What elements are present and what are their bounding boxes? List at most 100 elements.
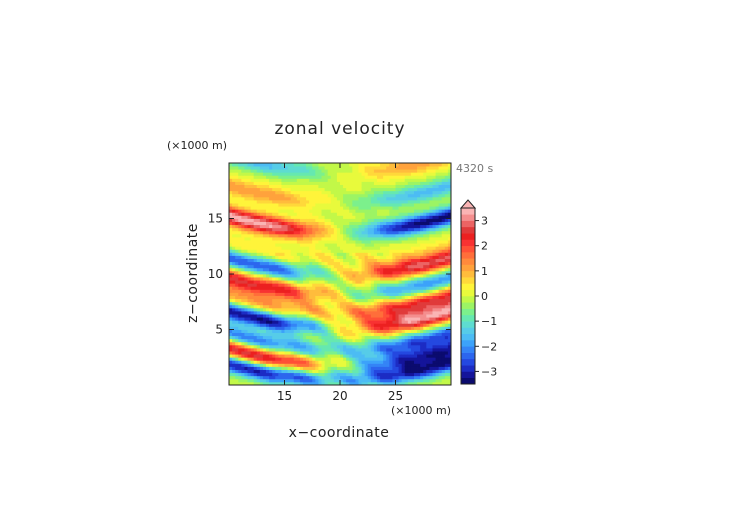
field-cell xyxy=(259,375,264,380)
field-cell xyxy=(410,227,415,232)
field-cell xyxy=(358,341,362,346)
field-cell xyxy=(262,270,267,275)
field-cell xyxy=(420,289,424,293)
field-cell xyxy=(262,292,267,296)
field-cell xyxy=(377,203,381,207)
field-cell xyxy=(389,206,393,210)
field-cell xyxy=(383,344,387,349)
field-cell xyxy=(266,230,270,235)
field-cell xyxy=(250,348,255,352)
field-cell xyxy=(256,252,261,256)
field-cell xyxy=(346,240,350,244)
field-cell xyxy=(435,190,440,195)
field-cell xyxy=(272,335,276,340)
field-cell xyxy=(250,369,255,374)
time-label: 4320 s xyxy=(456,162,493,175)
field-cell xyxy=(340,249,344,253)
field-cell xyxy=(259,378,264,383)
field-cell xyxy=(235,172,239,176)
field-cell xyxy=(321,193,325,198)
field-cell xyxy=(432,320,436,324)
field-cell xyxy=(299,307,304,312)
field-cell xyxy=(312,283,316,287)
field-cell xyxy=(417,184,421,189)
field-cell xyxy=(272,218,276,222)
field-cell xyxy=(262,366,267,370)
field-cell xyxy=(404,240,409,244)
field-cell xyxy=(250,255,255,259)
field-cell xyxy=(284,366,288,370)
field-cell xyxy=(423,246,427,250)
field-cell xyxy=(346,163,350,167)
field-cell xyxy=(404,255,409,259)
field-cell xyxy=(441,366,446,370)
field-cell xyxy=(241,378,245,383)
field-cell xyxy=(410,221,415,226)
field-cell xyxy=(358,280,362,284)
field-cell xyxy=(327,172,332,176)
field-cell xyxy=(410,172,415,176)
field-cell xyxy=(272,360,276,364)
field-cell xyxy=(377,246,381,250)
field-cell xyxy=(259,292,264,296)
field-cell xyxy=(364,351,369,355)
field-cell xyxy=(383,326,387,330)
field-cell xyxy=(287,227,292,232)
field-cell xyxy=(281,196,285,201)
field-cell xyxy=(266,193,270,198)
field-cell xyxy=(370,163,375,167)
field-cell xyxy=(407,335,412,340)
field-cell xyxy=(355,338,359,343)
field-cell xyxy=(383,381,387,386)
field-cell xyxy=(318,200,322,204)
field-cell xyxy=(266,366,270,370)
field-cell xyxy=(383,372,387,377)
field-cell xyxy=(414,317,418,321)
field-cell xyxy=(324,286,329,290)
field-cell xyxy=(259,193,264,198)
field-cell xyxy=(373,329,378,333)
field-cell xyxy=(247,221,251,226)
field-cell xyxy=(306,178,310,182)
field-cell xyxy=(229,323,233,327)
field-cell xyxy=(389,348,393,352)
field-cell xyxy=(250,249,255,253)
field-cell xyxy=(250,314,255,318)
field-cell xyxy=(330,341,335,346)
field-cell xyxy=(340,246,344,250)
field-cell xyxy=(238,172,242,176)
field-cell xyxy=(373,264,378,269)
field-cell xyxy=(355,172,359,176)
field-cell xyxy=(296,378,301,383)
field-cell xyxy=(253,166,258,170)
field-cell xyxy=(324,230,329,235)
field-cell xyxy=(278,363,282,367)
field-cell xyxy=(407,283,412,287)
field-cell xyxy=(272,286,276,290)
field-cell xyxy=(401,200,406,204)
field-cell xyxy=(330,283,335,287)
field-cell xyxy=(438,286,443,290)
field-cell xyxy=(435,200,440,204)
field-cell xyxy=(250,372,255,377)
field-cell xyxy=(389,227,393,232)
field-cell xyxy=(383,163,387,167)
field-cell xyxy=(420,193,424,198)
field-cell xyxy=(407,332,412,337)
field-cell xyxy=(438,344,443,349)
field-cell xyxy=(284,351,288,355)
field-cell xyxy=(259,267,264,272)
field-cell xyxy=(438,329,443,333)
field-cell xyxy=(373,381,378,386)
field-cell xyxy=(266,212,270,216)
field-cell xyxy=(284,200,288,204)
field-cell xyxy=(349,298,353,303)
field-cell xyxy=(232,354,236,358)
field-cell xyxy=(346,351,350,355)
field-cell xyxy=(340,307,344,312)
field-cell xyxy=(269,332,273,337)
field-cell xyxy=(290,344,295,349)
field-cell xyxy=(235,193,239,198)
field-cell xyxy=(244,304,248,309)
field-cell xyxy=(309,375,313,380)
